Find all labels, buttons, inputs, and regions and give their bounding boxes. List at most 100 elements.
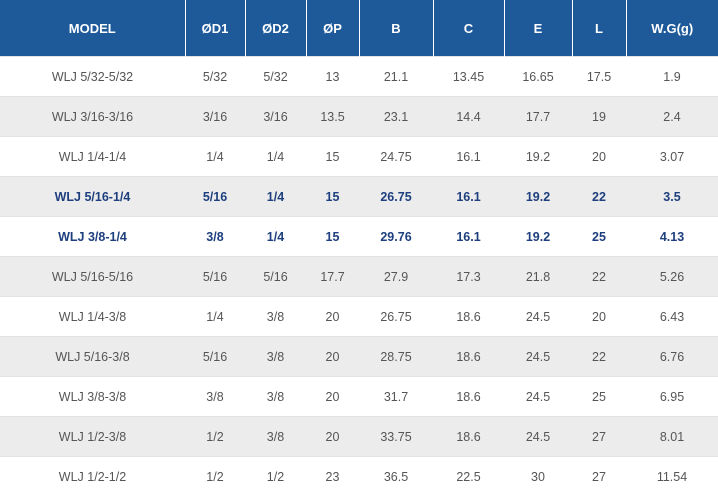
header-c: C <box>432 0 504 57</box>
cell-b: 21.1 <box>359 56 433 97</box>
cell-d1: 1/2 <box>185 456 245 497</box>
cell-weight: 4.13 <box>626 216 718 257</box>
cell-e: 19.2 <box>504 136 572 177</box>
cell-l: 17.5 <box>572 56 626 97</box>
cell-c: 16.1 <box>433 176 504 217</box>
cell-d1: 1/2 <box>185 416 245 457</box>
cell-d2: 3/8 <box>245 416 306 457</box>
cell-e: 24.5 <box>504 296 572 337</box>
cell-weight: 5.26 <box>626 256 718 297</box>
cell-l: 25 <box>572 376 626 417</box>
cell-c: 18.6 <box>433 416 504 457</box>
cell-d2: 5/16 <box>245 256 306 297</box>
cell-d2: 1/2 <box>245 456 306 497</box>
cell-d1: 1/4 <box>185 296 245 337</box>
cell-l: 20 <box>572 136 626 177</box>
cell-d2: 1/4 <box>245 176 306 217</box>
cell-p: 20 <box>306 336 359 377</box>
cell-model: WLJ 1/4-3/8 <box>0 296 185 337</box>
cell-e: 19.2 <box>504 176 572 217</box>
cell-c: 18.6 <box>433 336 504 377</box>
cell-d1: 5/16 <box>185 256 245 297</box>
header-weight: W.G(g) <box>625 0 718 57</box>
cell-weight: 1.9 <box>626 56 718 97</box>
table-row: WLJ 5/32-5/32 5/32 5/32 13 21.1 13.45 16.65 17.… <box>0 56 718 97</box>
cell-d1: 3/8 <box>185 216 245 257</box>
table-row: WLJ 3/16-3/16 3/16 3/16 13.5 23.1 14.4 17.7 19 2… <box>0 96 718 137</box>
cell-d1: 5/32 <box>185 56 245 97</box>
cell-l: 22 <box>572 336 626 377</box>
cell-c: 17.3 <box>433 256 504 297</box>
cell-e: 24.5 <box>504 336 572 377</box>
cell-c: 13.45 <box>433 56 504 97</box>
cell-l: 22 <box>572 176 626 217</box>
cell-weight: 6.43 <box>626 296 718 337</box>
table-row: WLJ 1/4-1/4 1/4 1/4 15 24.75 16.1 19.2 20 3.07 <box>0 136 718 177</box>
table-row: WLJ 5/16-3/8 5/16 3/8 20 28.75 18.6 24.5 22 6.76 <box>0 336 718 377</box>
cell-l: 20 <box>572 296 626 337</box>
cell-b: 27.9 <box>359 256 433 297</box>
cell-l: 22 <box>572 256 626 297</box>
cell-weight: 11.54 <box>626 456 718 497</box>
table-row: WLJ 3/8-1/4 3/8 1/4 15 29.76 16.1 19.2 25 4.13 <box>0 216 718 257</box>
cell-d1: 5/16 <box>185 336 245 377</box>
cell-d2: 3/8 <box>245 336 306 377</box>
cell-l: 27 <box>572 456 626 497</box>
cell-p: 20 <box>306 296 359 337</box>
cell-p: 13.5 <box>306 96 359 137</box>
cell-model: WLJ 1/2-1/2 <box>0 456 185 497</box>
cell-weight: 6.76 <box>626 336 718 377</box>
cell-b: 36.5 <box>359 456 433 497</box>
cell-b: 26.75 <box>359 296 433 337</box>
cell-b: 23.1 <box>359 96 433 137</box>
cell-weight: 3.5 <box>626 176 718 217</box>
header-d1: ØD1 <box>184 0 245 57</box>
cell-p: 15 <box>306 216 359 257</box>
cell-model: WLJ 3/16-3/16 <box>0 96 185 137</box>
table-body: WLJ 5/32-5/32 5/32 5/32 13 21.1 13.45 16.65 17.… <box>0 56 718 497</box>
table-row: WLJ 1/2-1/2 1/2 1/2 23 36.5 22.5 30 27 11.54 <box>0 456 718 497</box>
cell-e: 16.65 <box>504 56 572 97</box>
cell-c: 16.1 <box>433 136 504 177</box>
cell-e: 19.2 <box>504 216 572 257</box>
cell-b: 28.75 <box>359 336 433 377</box>
header-b: B <box>358 0 433 57</box>
cell-d2: 3/8 <box>245 296 306 337</box>
cell-d1: 1/4 <box>185 136 245 177</box>
cell-model: WLJ 3/8-1/4 <box>0 216 185 257</box>
cell-p: 20 <box>306 416 359 457</box>
cell-b: 33.75 <box>359 416 433 457</box>
cell-c: 18.6 <box>433 376 504 417</box>
cell-p: 13 <box>306 56 359 97</box>
cell-c: 16.1 <box>433 216 504 257</box>
cell-p: 17.7 <box>306 256 359 297</box>
table-header: MODEL ØD1 ØD2 ØP B C E L W.G(g) <box>0 0 718 57</box>
cell-model: WLJ 5/32-5/32 <box>0 56 185 97</box>
cell-weight: 6.95 <box>626 376 718 417</box>
cell-l: 25 <box>572 216 626 257</box>
header-model: MODEL <box>0 0 185 57</box>
header-l: L <box>571 0 626 57</box>
cell-e: 24.5 <box>504 376 572 417</box>
cell-d2: 3/16 <box>245 96 306 137</box>
header-row: MODEL ØD1 ØD2 ØP B C E L W.G(g) <box>0 0 718 57</box>
cell-p: 15 <box>306 176 359 217</box>
table-row: WLJ 5/16-5/16 5/16 5/16 17.7 27.9 17.3 21.8 22 5… <box>0 256 718 297</box>
cell-weight: 3.07 <box>626 136 718 177</box>
cell-c: 18.6 <box>433 296 504 337</box>
cell-e: 30 <box>504 456 572 497</box>
cell-b: 31.7 <box>359 376 433 417</box>
cell-model: WLJ 5/16-3/8 <box>0 336 185 377</box>
table-row: WLJ 3/8-3/8 3/8 3/8 20 31.7 18.6 24.5 25 6.95 <box>0 376 718 417</box>
cell-b: 29.76 <box>359 216 433 257</box>
table-row: WLJ 5/16-1/4 5/16 1/4 15 26.75 16.1 19.2 22 3.5 <box>0 176 718 217</box>
cell-l: 27 <box>572 416 626 457</box>
cell-d1: 5/16 <box>185 176 245 217</box>
cell-weight: 2.4 <box>626 96 718 137</box>
cell-c: 14.4 <box>433 96 504 137</box>
cell-b: 26.75 <box>359 176 433 217</box>
cell-weight: 8.01 <box>626 416 718 457</box>
header-d2: ØD2 <box>244 0 306 57</box>
cell-model: WLJ 3/8-3/8 <box>0 376 185 417</box>
cell-b: 24.75 <box>359 136 433 177</box>
